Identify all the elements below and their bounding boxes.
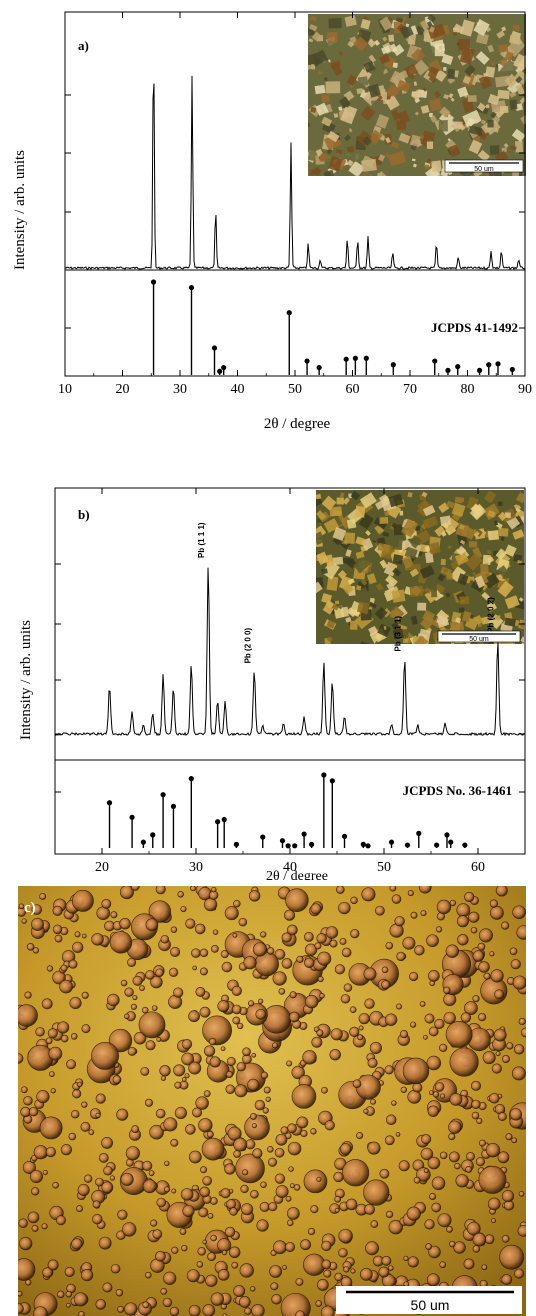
reference-stick-head [150,279,157,285]
reference-stick-head [486,362,492,368]
inset-scale-b: 50 um [437,630,521,643]
micrograph-inset-a [308,14,526,176]
reference-stick-head [140,839,146,845]
peak-annotation: Pb (2 0 0) [243,627,252,663]
reference-stick-head [215,819,221,825]
reference-stick-head [233,841,240,847]
reference-stick-head [279,838,286,844]
reference-stick-head [444,832,450,838]
x-tick-label: 20 [116,382,130,397]
reference-stick-head [432,358,438,364]
peak-annotation: Pb (1 1 1) [197,522,206,558]
reference-label-a: JCPDS 41-1492 [431,320,518,335]
reference-stick-head [462,842,468,848]
xrd-chart-a: 10 20 30 40 50 60 70 80 90 a) JCPDS 41-1492 Inte… [12,11,532,432]
reference-stick-head [390,362,396,368]
inset-scale-text-a: 50 um [474,166,494,173]
peak-annotation: Pb (2 0 2) [487,597,496,633]
reference-stick-head [301,831,307,837]
x-tick-label: 10 [58,382,72,397]
x-tick-label: 30 [173,382,187,397]
reference-stick-head [309,841,315,847]
reference-stick-head [211,345,218,351]
reference-stick-head [292,843,298,849]
x-tick-label: 90 [518,382,532,397]
reference-stick-head [304,358,310,364]
inset-scale-a: 50 um [444,159,524,173]
reference-stick-head [388,839,395,845]
y-axis-label-a: Intensity / arb. units [12,150,28,270]
xrd-pattern-line [55,567,525,737]
x-axis-label-a: 2θ / degree [264,416,331,432]
reference-stick-head [365,843,371,849]
reference-stick-head [495,361,501,367]
x-tick-label: 60 [471,860,485,875]
x-tick-label: 40 [231,382,245,397]
reference-stick-head [260,834,266,840]
micrograph-inset-b [316,490,524,644]
reference-stick-head [448,839,454,845]
reference-stick-head [363,355,369,361]
panel-label-b: b) [78,507,90,522]
reference-stick-head [404,842,411,848]
reference-stick-head [416,830,422,836]
reference-stick-head [321,772,327,778]
reference-stick-head [329,778,335,784]
reference-stick-head [341,833,348,839]
reference-stick-head [352,355,358,361]
reference-stick-head [316,364,322,371]
reference-stick-head [188,776,194,782]
panel-label-c: c) [24,900,36,916]
x-tick-label: 60 [346,382,360,397]
reference-stick-head [285,843,291,849]
reference-stick-head [160,792,166,798]
peak-annotation: Pb (3 1 1) [394,616,403,652]
reference-stick-head [221,816,227,823]
reference-stick-head [217,368,223,374]
x-tick-label: 30 [189,860,203,875]
x-tick-label: 20 [95,860,109,875]
reference-stick-head [360,841,366,847]
x-tick-label: 50 [288,382,302,397]
reference-stick-head [170,803,177,809]
scale-bar-c: 50 um [336,1286,522,1314]
micrograph-panel-c: c) 50 um [18,886,526,1316]
panel-label-a: a) [78,38,89,53]
x-tick-label: 70 [403,382,417,397]
reference-stick-head [509,366,515,373]
x-tick-label: 80 [461,382,475,397]
y-axis-label-b: Intensity / arb. units [18,620,34,740]
reference-label-b: JCPDS No. 36-1461 [403,783,512,798]
reference-stick-head [434,842,440,848]
reference-stick-head [129,814,135,820]
reference-stick-head [343,356,349,362]
reference-stick-head [221,364,227,371]
x-axis-label-b: 2θ / degree [266,869,328,880]
reference-stick-head [286,310,292,316]
reference-stick-head [188,284,195,291]
reference-stick-head [150,832,156,838]
reference-stick-head [476,367,483,373]
xrd-chart-b: 20 30 40 50 60 Pb (1 1 1) Pb (2 0 0) Pb (3 1 1… [18,487,526,880]
x-tick-label: 50 [377,860,391,875]
xrd-pattern-line [65,75,525,271]
reference-stick-head [106,800,113,806]
inset-scale-text-b: 50 um [469,636,489,643]
reference-stick-head [455,364,461,370]
reference-stick-head [445,367,451,373]
x-tick-label: 40 [283,860,297,875]
scale-bar-text-c: 50 um [411,1297,450,1313]
